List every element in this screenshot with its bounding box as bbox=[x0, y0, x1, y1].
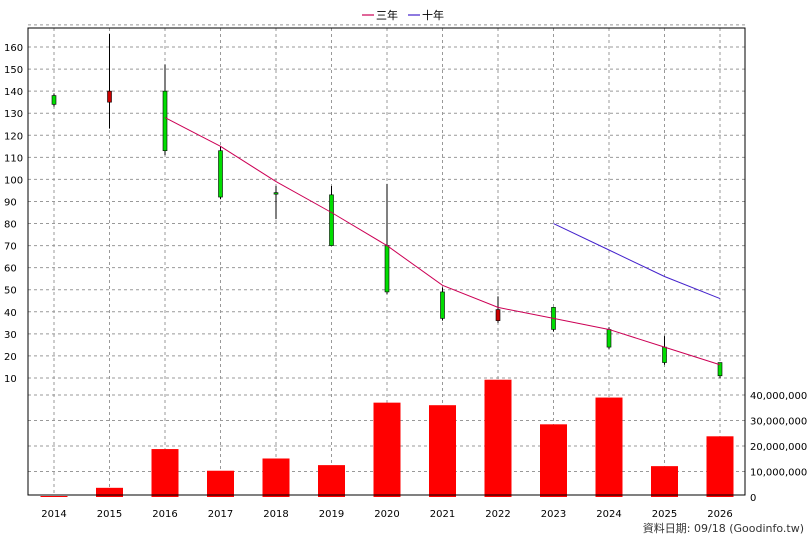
volume-tick-label: 40,000,000 bbox=[750, 391, 807, 402]
year-tick-label: 2020 bbox=[374, 509, 399, 520]
volume-bar bbox=[429, 405, 456, 497]
volume-bar bbox=[151, 449, 179, 497]
candle-body bbox=[440, 291, 445, 319]
volume-bar bbox=[40, 496, 68, 497]
volume-tick-label: 0 bbox=[750, 493, 756, 504]
candle-body bbox=[329, 194, 334, 246]
volume-bar bbox=[484, 379, 512, 497]
plot-frame bbox=[27, 27, 746, 496]
volume-tick-label: 10,000,000 bbox=[750, 468, 807, 479]
volume-bar bbox=[540, 424, 567, 497]
volume-bar bbox=[706, 436, 734, 497]
candle-body bbox=[662, 346, 667, 363]
candle-body bbox=[606, 329, 612, 348]
legend: 三年 十年 bbox=[362, 8, 444, 22]
price-tick-label: 60 bbox=[4, 264, 17, 275]
year-tick-label: 2014 bbox=[41, 509, 66, 520]
candle-body bbox=[51, 95, 57, 105]
legend-three-year-label: 三年 bbox=[376, 8, 398, 22]
price-tick-label: 70 bbox=[4, 242, 17, 253]
volume-bar bbox=[207, 470, 234, 497]
data-date-footer: 資料日期: 09/18 (Goodinfo.tw) bbox=[643, 521, 804, 535]
price-tick-label: 30 bbox=[4, 330, 17, 341]
volume-bar bbox=[318, 465, 345, 497]
price-tick-label: 90 bbox=[4, 197, 17, 208]
year-tick-label: 2016 bbox=[152, 509, 177, 520]
price-tick-label: 40 bbox=[4, 308, 17, 319]
candle-body bbox=[107, 90, 112, 103]
price-tick-label: 10 bbox=[4, 374, 17, 385]
volume-bar bbox=[651, 466, 678, 497]
price-tick-label: 140 bbox=[4, 87, 23, 98]
candle-body bbox=[495, 309, 501, 321]
price-tick-label: 150 bbox=[4, 65, 23, 76]
year-tick-label: 2017 bbox=[208, 509, 233, 520]
year-tick-label: 2023 bbox=[541, 509, 566, 520]
moving-average-lines bbox=[164, 117, 721, 366]
volume-bar bbox=[262, 458, 290, 497]
price-tick-label: 100 bbox=[4, 175, 23, 186]
year-tick-label: 2021 bbox=[430, 509, 455, 520]
volume-bar bbox=[595, 397, 623, 497]
candle-body bbox=[384, 245, 390, 293]
year-tick-label: 2019 bbox=[319, 509, 344, 520]
year-tick-label: 2025 bbox=[652, 509, 677, 520]
price-tick-label: 110 bbox=[4, 153, 23, 164]
candles bbox=[51, 33, 723, 378]
ten-year-line bbox=[553, 223, 721, 300]
candle-body bbox=[218, 150, 223, 198]
volume-bar bbox=[96, 487, 123, 497]
year-tick-label: 2026 bbox=[707, 509, 732, 520]
candle-body bbox=[273, 192, 279, 195]
price-tick-label: 130 bbox=[4, 109, 23, 120]
year-tick-label: 2015 bbox=[97, 509, 122, 520]
legend-ten-year-label: 十年 bbox=[422, 8, 444, 22]
volume-bars bbox=[40, 379, 734, 497]
three-year-line bbox=[164, 117, 721, 366]
volume-tick-label: 30,000,000 bbox=[750, 417, 807, 428]
volume-tick-label: 20,000,000 bbox=[750, 442, 807, 453]
candle-body bbox=[717, 362, 723, 377]
year-tick-label: 2024 bbox=[596, 509, 621, 520]
year-tick-label: 2022 bbox=[485, 509, 510, 520]
candle-body bbox=[162, 90, 168, 152]
price-tick-label: 20 bbox=[4, 352, 17, 363]
price-tick-label: 160 bbox=[4, 43, 23, 54]
year-tick-label: 2018 bbox=[263, 509, 288, 520]
price-tick-label: 80 bbox=[4, 220, 17, 231]
price-tick-label: 120 bbox=[4, 131, 23, 142]
axes: 10 20 30 40 50 60 70 80 90 100 110 120 130 140 150 160 0… bbox=[4, 43, 807, 520]
volume-bar bbox=[373, 402, 401, 497]
price-tick-label: 50 bbox=[4, 286, 17, 297]
